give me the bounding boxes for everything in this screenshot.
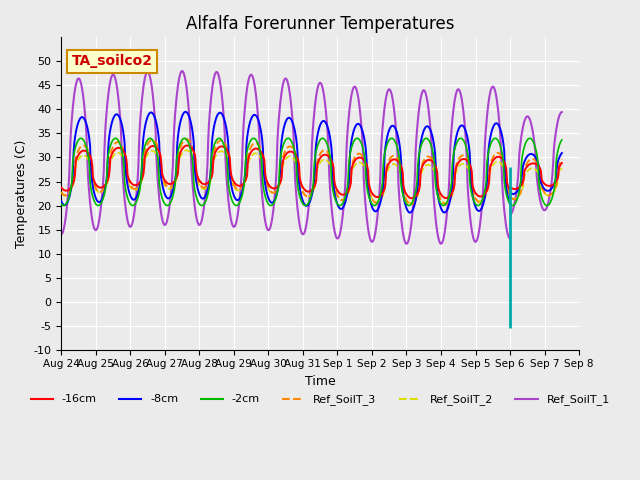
Text: TA_soilco2: TA_soilco2 bbox=[72, 54, 152, 69]
Y-axis label: Temperatures (C): Temperatures (C) bbox=[15, 139, 28, 248]
Title: Alfalfa Forerunner Temperatures: Alfalfa Forerunner Temperatures bbox=[186, 15, 454, 33]
Legend: -16cm, -8cm, -2cm, Ref_SoilT_3, Ref_SoilT_2, Ref_SoilT_1: -16cm, -8cm, -2cm, Ref_SoilT_3, Ref_Soil… bbox=[26, 390, 614, 410]
X-axis label: Time: Time bbox=[305, 375, 335, 388]
